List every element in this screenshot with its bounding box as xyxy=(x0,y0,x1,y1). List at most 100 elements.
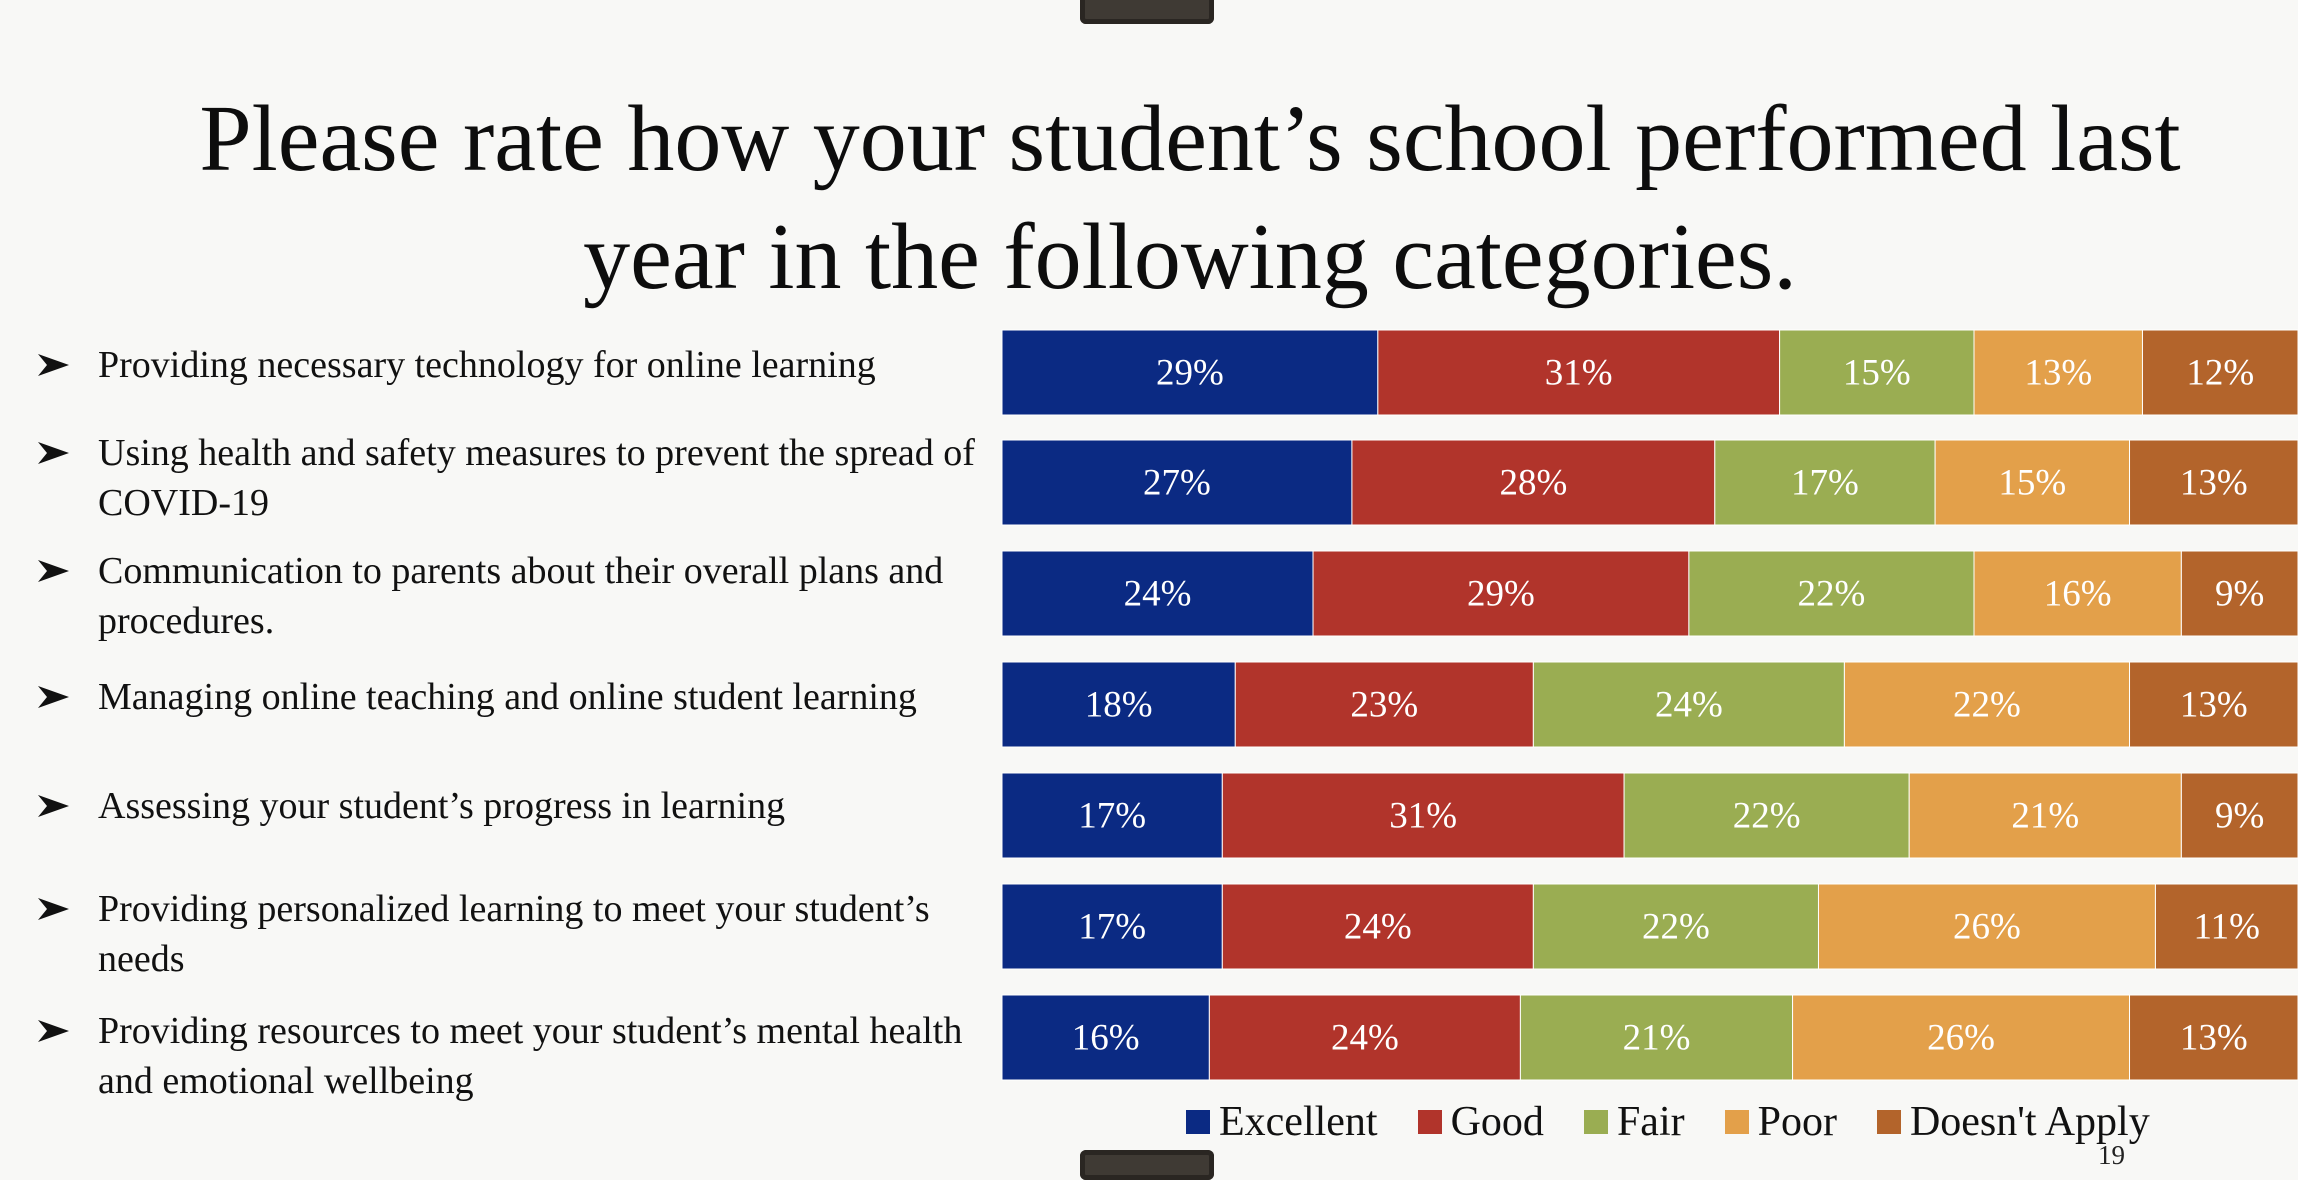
data-label-doesn-t-apply-row-5: 9% xyxy=(2215,796,2264,837)
bar-segment-fair-row-5 xyxy=(1623,772,1910,859)
legend-label-poor: Poor xyxy=(1757,1099,1837,1145)
category-label: Managing online teaching and online stud… xyxy=(98,676,917,718)
bar-segment-doesn-t-apply-row-7 xyxy=(2129,994,2298,1081)
data-label-poor-row-3: 16% xyxy=(2044,574,2112,615)
category-label: Using health and safety measures to prev… xyxy=(98,432,975,524)
data-label-fair-row-6: 22% xyxy=(1642,907,1710,948)
data-label-excellent-row-1: 29% xyxy=(1156,353,1224,394)
data-label-excellent-row-6: 17% xyxy=(1078,907,1146,948)
bar-segment-doesn-t-apply-row-2 xyxy=(2129,439,2298,526)
data-label-good-row-2: 28% xyxy=(1499,463,1567,504)
legend-label-good: Good xyxy=(1450,1099,1544,1145)
bar-segment-doesn-t-apply-row-5 xyxy=(2180,772,2298,859)
category-item-personalized-learning: Providing personalized learning to meet … xyxy=(36,884,996,984)
bar-segment-doesn-t-apply-row-4 xyxy=(2129,661,2298,748)
data-label-doesn-t-apply-row-6: 11% xyxy=(2193,907,2259,948)
data-label-good-row-7: 24% xyxy=(1331,1018,1399,1059)
bar-segment-fair-row-2 xyxy=(1714,439,1936,526)
data-label-excellent-row-3: 24% xyxy=(1124,574,1192,615)
legend-swatch-doesnt-apply xyxy=(1876,1110,1901,1134)
bar-segment-good-row-7 xyxy=(1208,994,1521,1081)
bar-segment-poor-row-5 xyxy=(1908,772,2182,859)
data-label-poor-row-1: 13% xyxy=(2024,353,2092,394)
data-label-fair-row-7: 21% xyxy=(1623,1018,1691,1059)
legend-swatch-poor xyxy=(1724,1110,1749,1134)
data-label-poor-row-5: 21% xyxy=(2011,796,2079,837)
legend-item-fair: Fair xyxy=(1583,1098,1685,1146)
bar-segment-good-row-2 xyxy=(1351,439,1716,526)
data-label-fair-row-2: 17% xyxy=(1791,463,1859,504)
arrow-bullet-icon xyxy=(38,686,69,708)
bar-segment-doesn-t-apply-row-1 xyxy=(2141,329,2298,416)
bar-segment-poor-row-2 xyxy=(1934,439,2131,526)
bar-segment-good-row-5 xyxy=(1221,772,1625,859)
arrow-bullet-icon xyxy=(38,898,69,920)
legend-item-poor: Poor xyxy=(1724,1098,1837,1146)
data-label-fair-row-1: 15% xyxy=(1843,353,1911,394)
data-label-excellent-row-7: 16% xyxy=(1072,1018,1140,1059)
category-list: Providing necessary technology for onlin… xyxy=(0,0,1000,1178)
arrow-bullet-icon xyxy=(38,354,69,376)
bar-segment-excellent-row-1 xyxy=(1001,329,1379,416)
category-label: Communication to parents about their ove… xyxy=(98,550,944,642)
chart-legend: Excellent Good Fair Poor Doesn't Apply xyxy=(1186,1094,2190,1150)
data-label-poor-row-7: 26% xyxy=(1927,1018,1995,1059)
legend-swatch-good xyxy=(1417,1110,1442,1134)
bar-segment-fair-row-4 xyxy=(1532,661,1845,748)
data-label-fair-row-5: 22% xyxy=(1733,796,1801,837)
category-item-communication: Communication to parents about their ove… xyxy=(36,546,996,646)
top-binder-tab xyxy=(1080,0,1214,24)
category-item-online-teaching: Managing online teaching and online stud… xyxy=(36,672,996,722)
data-label-good-row-3: 29% xyxy=(1467,574,1535,615)
legend-swatch-fair xyxy=(1583,1110,1608,1134)
bottom-binder-tab xyxy=(1080,1150,1214,1180)
bar-segment-excellent-row-3 xyxy=(1001,550,1314,637)
legend-label-excellent: Excellent xyxy=(1219,1099,1378,1145)
legend-item-doesnt-apply: Doesn't Apply xyxy=(1876,1098,2150,1146)
legend-item-good: Good xyxy=(1417,1098,1544,1146)
bar-segment-good-row-3 xyxy=(1312,550,1690,637)
category-label: Assessing your student’s progress in lea… xyxy=(98,785,786,827)
bar-segment-poor-row-3 xyxy=(1973,550,2182,637)
bar-segment-excellent-row-7 xyxy=(1001,994,1210,1081)
legend-item-excellent: Excellent xyxy=(1186,1098,1378,1146)
bar-segment-poor-row-6 xyxy=(1817,883,2156,970)
data-label-good-row-6: 24% xyxy=(1344,907,1412,948)
category-item-technology: Providing necessary technology for onlin… xyxy=(36,340,996,390)
bar-segment-fair-row-6 xyxy=(1532,883,1819,970)
bar-segment-good-row-1 xyxy=(1377,329,1781,416)
legend-label-fair: Fair xyxy=(1616,1099,1685,1145)
bar-segment-poor-row-7 xyxy=(1792,994,2131,1081)
bar-segment-good-row-6 xyxy=(1221,883,1534,970)
bar-segment-fair-row-1 xyxy=(1779,329,1975,416)
bar-segment-fair-row-3 xyxy=(1688,550,1975,637)
data-label-excellent-row-5: 17% xyxy=(1078,796,1146,837)
bar-segment-excellent-row-4 xyxy=(1001,661,1236,748)
data-label-fair-row-4: 24% xyxy=(1655,685,1723,726)
category-label: Providing resources to meet your student… xyxy=(98,1010,963,1102)
arrow-bullet-icon xyxy=(38,442,69,464)
data-label-doesn-t-apply-row-2: 13% xyxy=(2180,463,2248,504)
page-number: 19 xyxy=(2098,1140,2125,1170)
arrow-bullet-icon xyxy=(38,1020,69,1042)
data-label-poor-row-2: 15% xyxy=(1998,463,2066,504)
bar-segment-excellent-row-5 xyxy=(1001,772,1223,859)
data-label-good-row-5: 31% xyxy=(1389,796,1457,837)
bar-segment-good-row-4 xyxy=(1234,661,1534,748)
data-label-doesn-t-apply-row-4: 13% xyxy=(2180,685,2248,726)
bar-segment-excellent-row-2 xyxy=(1001,439,1353,526)
data-label-excellent-row-4: 18% xyxy=(1085,685,1153,726)
category-item-assessing-progress: Assessing your student’s progress in lea… xyxy=(36,781,996,831)
slide-title: Please rate how your student’s school pe… xyxy=(199,87,2181,309)
data-label-doesn-t-apply-row-1: 12% xyxy=(2186,353,2254,394)
data-label-fair-row-3: 22% xyxy=(1798,574,1866,615)
data-label-excellent-row-2: 27% xyxy=(1143,463,1211,504)
arrow-bullet-icon xyxy=(38,560,69,582)
arrow-bullet-icon xyxy=(38,795,69,817)
data-label-doesn-t-apply-row-3: 9% xyxy=(2215,574,2264,615)
bar-segment-excellent-row-6 xyxy=(1001,883,1223,970)
legend-label-doesnt-apply: Doesn't Apply xyxy=(1909,1099,2150,1145)
category-item-health-safety: Using health and safety measures to prev… xyxy=(36,428,996,528)
category-label: Providing personalized learning to meet … xyxy=(98,888,930,980)
